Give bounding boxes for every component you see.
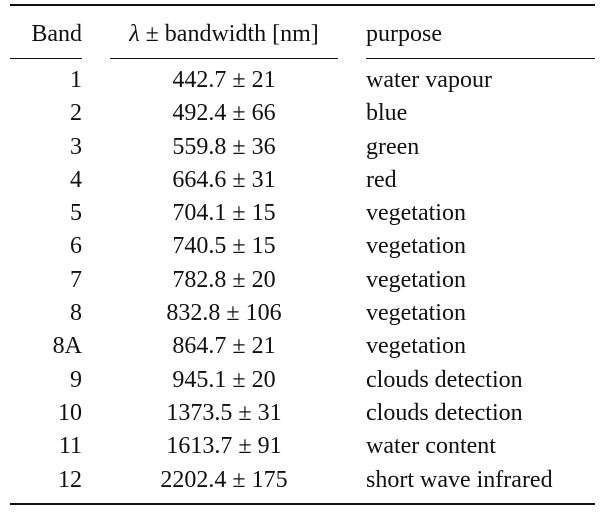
purpose-cell: vegetation xyxy=(366,333,466,360)
purpose-cell: vegetation xyxy=(366,200,466,227)
band-cell: 8 xyxy=(70,300,82,327)
wavelength-cell: 664.6 ± 31 xyxy=(172,166,276,193)
purpose-cell: green xyxy=(366,133,420,160)
wavelength-cell: 740.5 ± 15 xyxy=(172,233,276,260)
header-wavelength: λ ± bandwidth [nm] xyxy=(110,14,338,54)
purpose-cell: water vapour xyxy=(366,67,492,93)
header-wavelength-text: ± bandwidth [nm] xyxy=(139,21,319,47)
band-cell: 9 xyxy=(70,366,82,393)
wavelength-cell: 1613.7 ± 91 xyxy=(166,433,282,460)
purpose-cell: vegetation xyxy=(366,233,466,260)
header-lambda-symbol: λ xyxy=(129,21,140,47)
band-cell: 10 xyxy=(58,399,82,426)
table-row: 3 559.8 ± 36 green xyxy=(0,131,609,164)
purpose-cell: clouds detection xyxy=(366,399,523,426)
top-rule xyxy=(10,4,595,6)
table-row: 4 664.6 ± 31 red xyxy=(0,164,609,197)
band-cell: 1 xyxy=(70,67,82,93)
bottom-rule xyxy=(10,503,595,505)
table-row: 8A 864.7 ± 21 vegetation xyxy=(0,330,609,363)
band-cell: 6 xyxy=(70,233,82,260)
band-cell: 8A xyxy=(52,333,82,360)
table-row: 11 1613.7 ± 91 water content xyxy=(0,430,609,463)
purpose-cell: water content xyxy=(366,433,496,460)
table-row: 10 1373.5 ± 31 clouds detection xyxy=(0,397,609,430)
wavelength-cell: 442.7 ± 21 xyxy=(172,67,276,93)
band-cell: 12 xyxy=(58,466,82,493)
table-body: 1 442.7 ± 21 water vapour 2 492.4 ± 66 blue 3 5… xyxy=(0,64,609,497)
purpose-cell: short wave infrared xyxy=(366,466,553,493)
purpose-cell: clouds detection xyxy=(366,366,523,393)
band-cell: 4 xyxy=(70,166,82,193)
wavelength-cell: 1373.5 ± 31 xyxy=(166,399,282,426)
wavelength-cell: 782.8 ± 20 xyxy=(172,266,276,293)
wavelength-cell: 2202.4 ± 175 xyxy=(160,466,288,493)
wavelength-cell: 864.7 ± 21 xyxy=(172,333,276,360)
table-row: 7 782.8 ± 20 vegetation xyxy=(0,264,609,297)
band-cell: 3 xyxy=(70,133,82,160)
purpose-cell: red xyxy=(366,166,397,193)
purpose-cell: vegetation xyxy=(366,266,466,293)
wavelength-cell: 704.1 ± 15 xyxy=(172,200,276,227)
wavelength-cell: 945.1 ± 20 xyxy=(172,366,276,393)
band-cell: 5 xyxy=(70,200,82,227)
purpose-cell: blue xyxy=(366,100,408,127)
wavelength-cell: 559.8 ± 36 xyxy=(172,133,276,160)
band-cell: 2 xyxy=(70,100,82,127)
band-cell: 7 xyxy=(70,266,82,293)
table-row: 2 492.4 ± 66 blue xyxy=(0,97,609,130)
table-row: 6 740.5 ± 15 vegetation xyxy=(0,230,609,263)
table-row: 12 2202.4 ± 175 short wave infrared xyxy=(0,464,609,497)
table-row: 5 704.1 ± 15 vegetation xyxy=(0,197,609,230)
header-underline-wavelength xyxy=(110,58,338,60)
band-cell: 11 xyxy=(58,433,82,460)
wavelength-cell: 492.4 ± 66 xyxy=(172,100,276,127)
purpose-cell: vegetation xyxy=(366,300,466,327)
header-underline-band xyxy=(10,58,82,60)
header-band: Band xyxy=(31,21,82,47)
table-row: 1 442.7 ± 21 water vapour xyxy=(0,64,609,97)
header-purpose: purpose xyxy=(366,21,442,47)
table-row: 8 832.8 ± 106 vegetation xyxy=(0,297,609,330)
table-row: 9 945.1 ± 20 clouds detection xyxy=(0,364,609,397)
header-underline-purpose xyxy=(366,58,595,60)
wavelength-cell: 832.8 ± 106 xyxy=(166,300,282,327)
